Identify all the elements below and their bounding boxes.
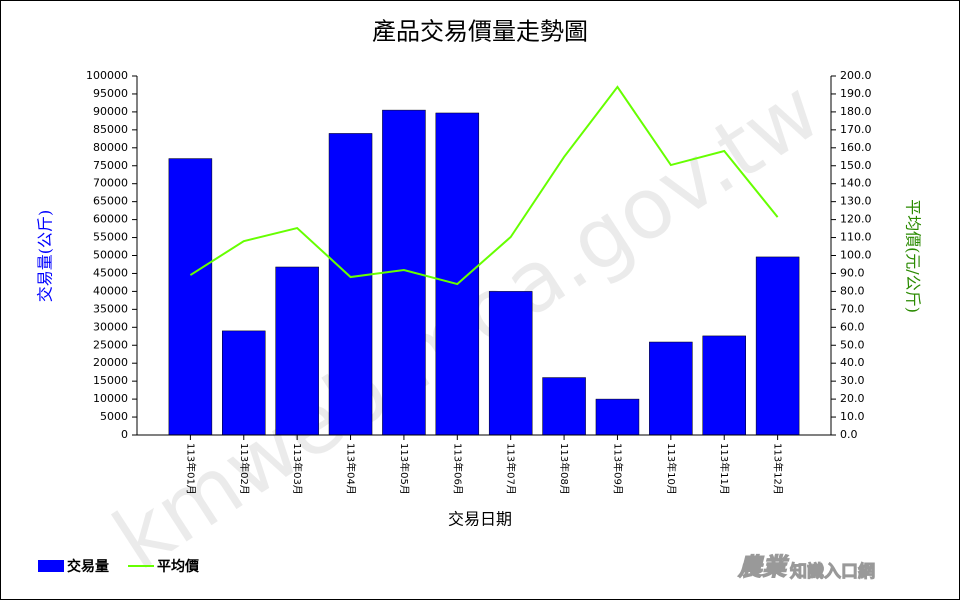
legend-label: 平均價 [157,558,200,575]
bar [275,266,319,436]
y-tick-label: 5000 [100,410,128,423]
x-tick-label: 113年04月 [345,443,358,495]
bar [649,341,693,436]
y2-tick-label: 50.0 [840,338,865,351]
x-tick-label: 113年02月 [238,443,251,495]
y-tick-label: 80000 [93,141,128,154]
y-tick-label: 75000 [93,159,128,172]
y-tick-label: 85000 [93,123,128,136]
y-tick-label: 45000 [93,266,128,279]
y2-tick-label: 90.0 [840,266,865,279]
bar [595,398,640,436]
logo-main: 農業 [737,553,789,581]
y2-tick-label: 10.0 [840,410,865,423]
y-tick-label: 50000 [93,249,128,262]
bar [435,112,480,436]
bar [168,158,213,436]
y2-axis-label: 平均價(元/公斤) [904,199,923,313]
y-tick-label: 70000 [93,177,128,190]
x-tick-label: 113年11月 [718,443,731,495]
y-tick-label: 65000 [93,195,128,208]
y2-tick-label: 190.0 [840,87,872,100]
x-tick-label: 113年09月 [611,443,624,495]
y-tick-label: 60000 [93,213,128,226]
y-tick-label: 30000 [93,320,128,333]
legend-swatch [38,560,64,572]
y2-tick-label: 0.0 [840,428,858,441]
line-series [189,85,779,286]
bar [222,330,266,436]
y-tick-label: 40000 [93,284,128,297]
y-tick-label: 95000 [93,87,128,100]
x-tick-label: 113年08月 [558,443,571,495]
y2-tick-label: 170.0 [840,123,872,136]
legend-label: 交易量 [67,558,109,575]
x-tick-label: 113年07月 [505,443,518,495]
x-tick-label: 113年06月 [451,443,464,495]
x-tick-label: 113年01月 [184,443,197,495]
y2-tick-label: 160.0 [840,141,872,154]
y-tick-label: 55000 [93,231,128,244]
bar [488,291,533,436]
y-tick-label: 100000 [86,69,128,82]
y-tick-label: 10000 [93,392,128,405]
x-tick-label: 113年12月 [772,443,785,495]
y2-tick-label: 120.0 [840,213,872,226]
y2-tick-label: 80.0 [840,284,865,297]
y2-tick-label: 70.0 [840,302,865,315]
y2-tick-label: 20.0 [840,392,865,405]
bar [755,256,800,436]
y2-tick-label: 150.0 [840,159,872,172]
y-tick-label: 20000 [93,356,128,369]
y2-tick-label: 100.0 [840,249,872,262]
y2-tick-label: 60.0 [840,320,865,333]
y-tick-label: 0 [121,428,128,441]
y-tick-label: 90000 [93,105,128,118]
y-tick-label: 25000 [93,338,128,351]
y2-tick-label: 40.0 [840,356,865,369]
x-tick-label: 113年03月 [291,443,304,495]
x-tick-label: 113年10月 [665,443,678,495]
y-tick-label: 35000 [93,302,128,315]
y2-tick-label: 110.0 [840,231,872,244]
y2-tick-label: 130.0 [840,195,872,208]
bar [542,377,586,436]
x-axis-label: 交易日期 [448,510,512,529]
y-axis-label: 交易量(公斤) [36,210,55,303]
bar [328,133,373,436]
x-tick-label: 113年05月 [398,443,411,495]
y2-tick-label: 180.0 [840,105,872,118]
y-tick-label: 15000 [93,374,128,387]
y2-tick-label: 200.0 [840,69,872,82]
y2-tick-label: 140.0 [840,177,872,190]
y2-tick-label: 30.0 [840,374,865,387]
logo-sub: 知識入口網 [789,561,875,582]
chart-title: 產品交易價量走勢圖 [372,18,588,46]
bar [702,335,746,436]
